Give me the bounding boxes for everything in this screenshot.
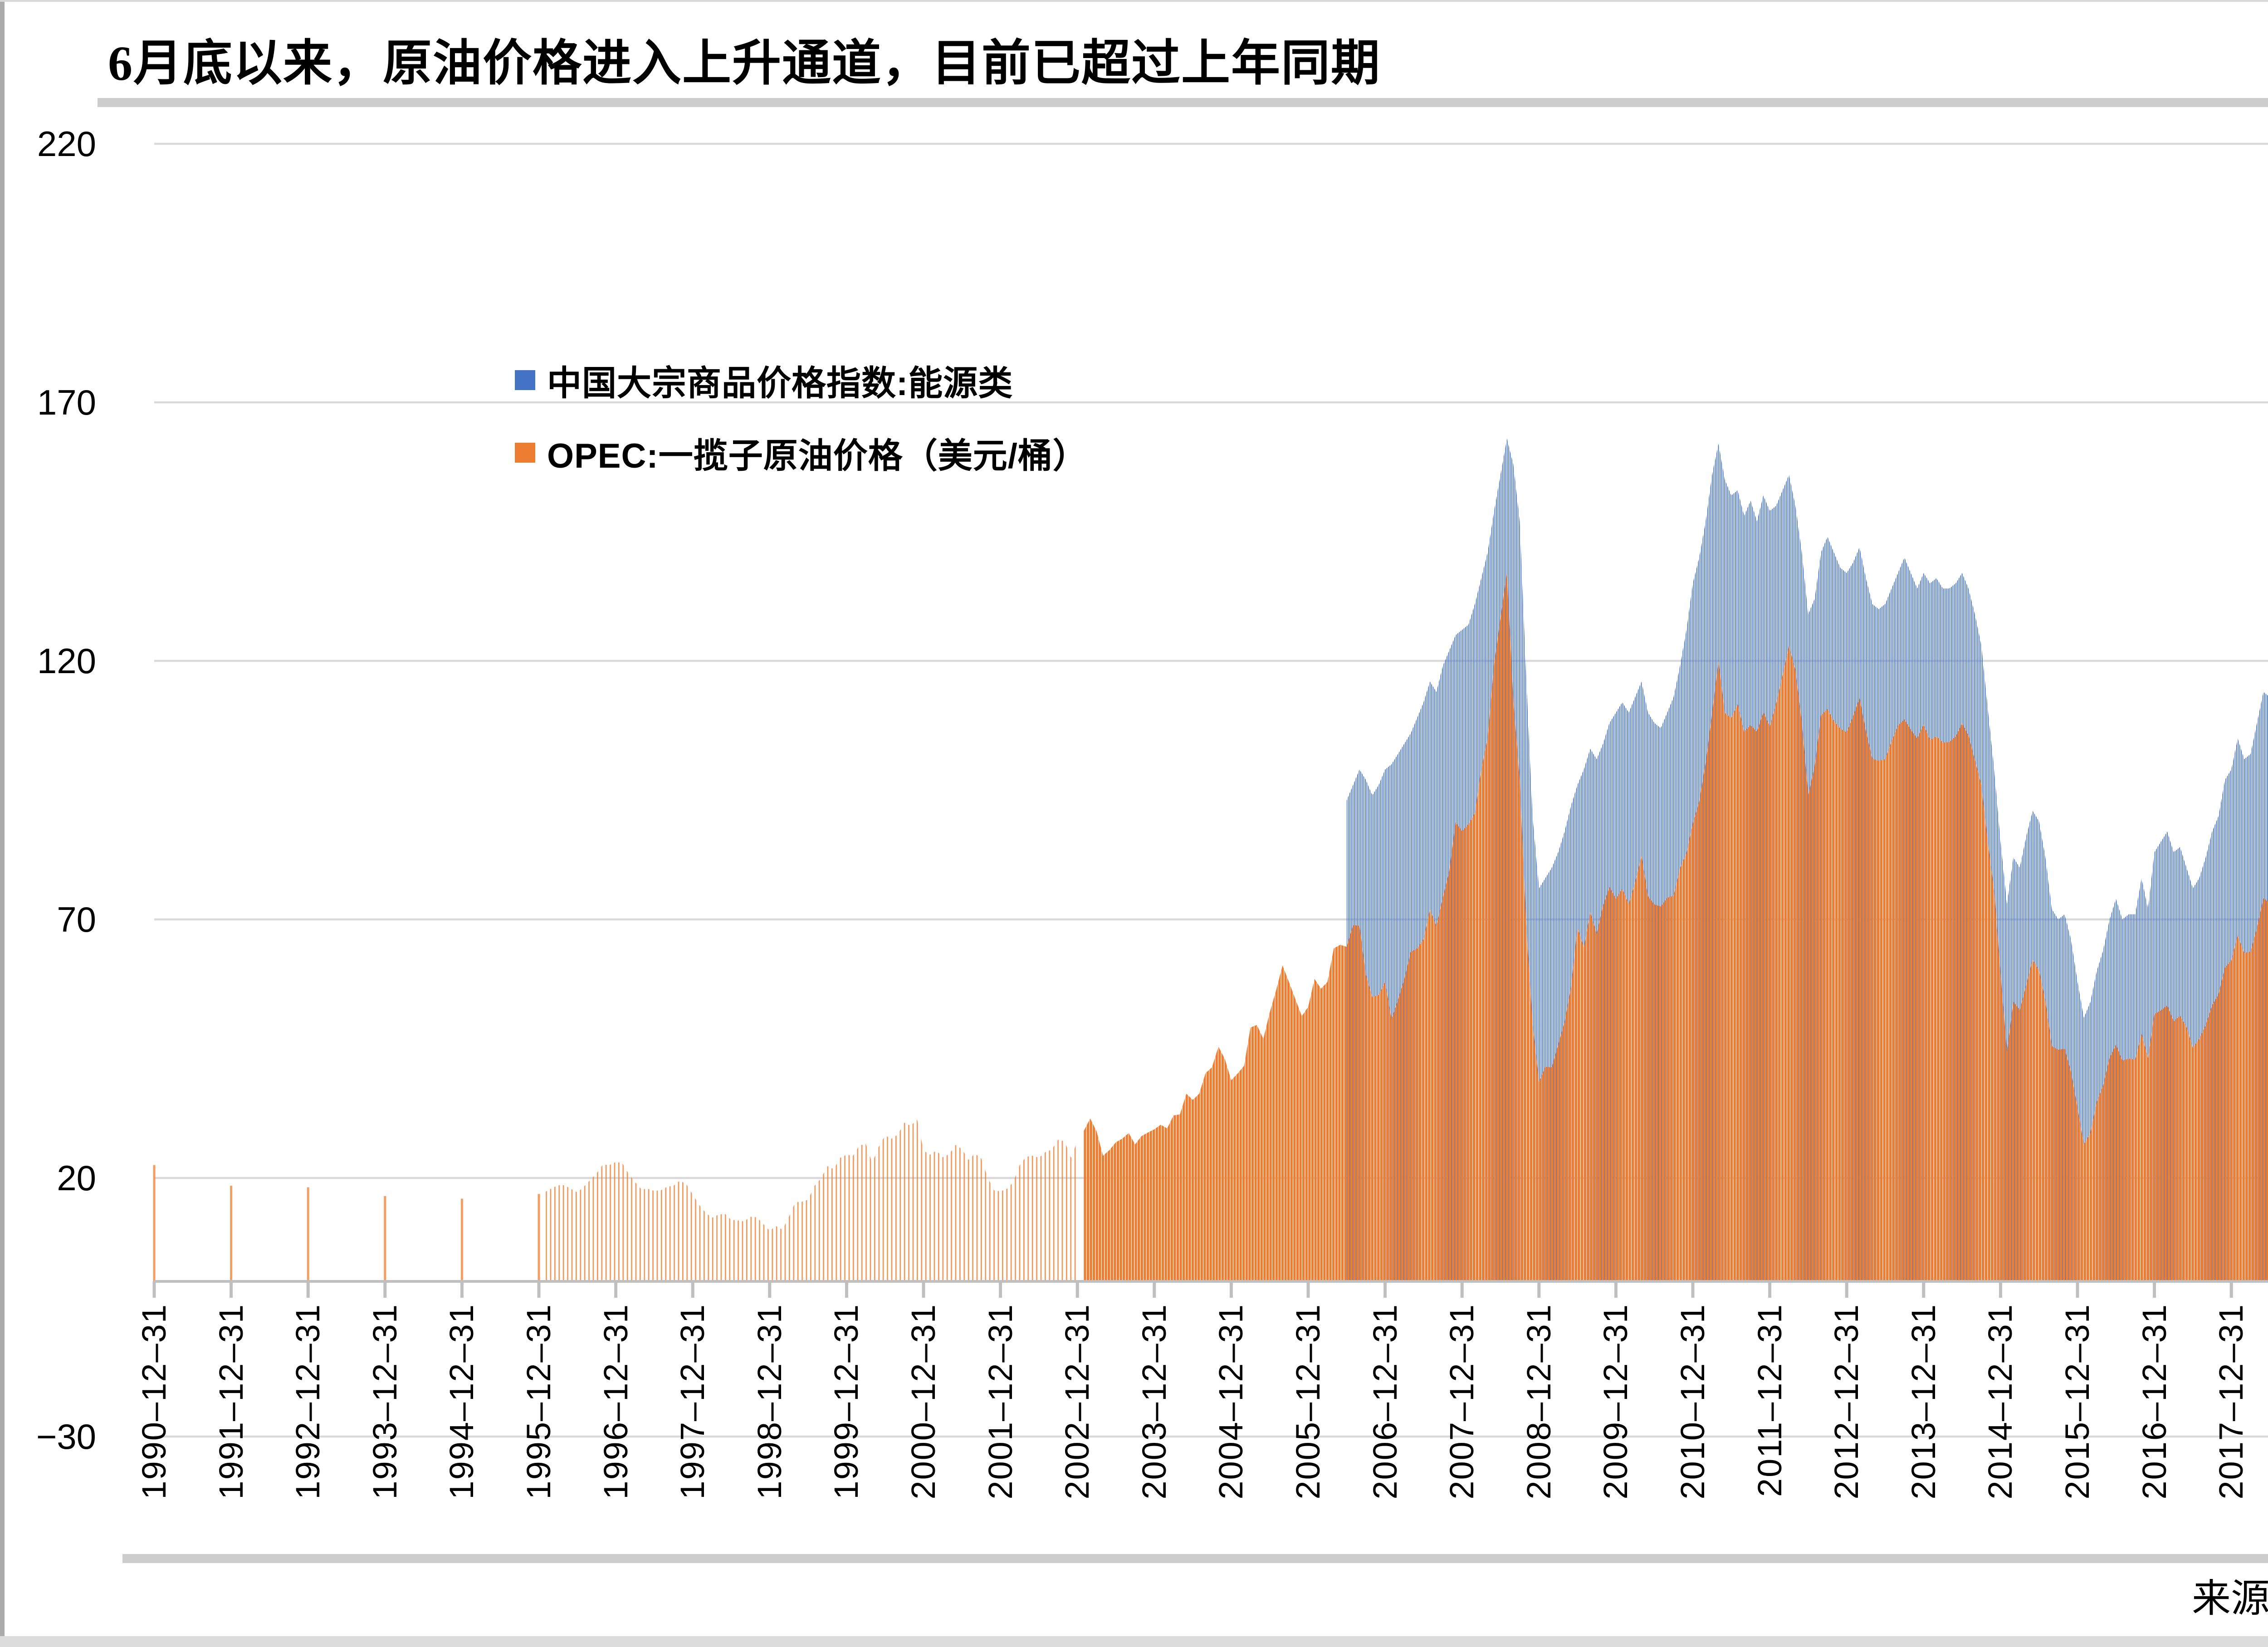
x-tick-label: 2011–12–31 xyxy=(1750,1304,1789,1497)
x-tick-label: 2006–12–31 xyxy=(1366,1304,1404,1500)
x-tick-label: 2012–12–31 xyxy=(1828,1304,1866,1500)
legend-label-cci-energy: 中国大宗商品价格指数:能源类 xyxy=(547,364,1013,403)
legend-swatch-blue-icon xyxy=(515,370,535,390)
legend-item-opec: OPEC:一揽子原油价格（美元/桶） xyxy=(515,431,1088,475)
x-tick-label: 1997–12–31 xyxy=(674,1304,712,1500)
page-bottom-border xyxy=(0,1636,2268,1647)
y-tick-label: 170 xyxy=(37,382,96,422)
x-tick-label: 1999–12–31 xyxy=(827,1304,865,1500)
title-underline-rule xyxy=(98,98,2268,107)
x-tick-label: 2008–12–31 xyxy=(1520,1304,1558,1500)
x-tick-label: 2000–12–31 xyxy=(904,1304,942,1500)
x-tick-label: 1994–12–31 xyxy=(443,1304,481,1500)
y-tick-label: 120 xyxy=(37,641,96,681)
y-tick-label: 220 xyxy=(37,124,96,164)
page-left-border xyxy=(0,0,5,1647)
x-tick-label: 1996–12–31 xyxy=(596,1304,635,1500)
x-tick-label: 1991–12–31 xyxy=(212,1304,250,1500)
x-tick-label: 2003–12–31 xyxy=(1135,1304,1173,1500)
x-tick-label: 2002–12–31 xyxy=(1058,1304,1096,1500)
y-tick-label: −30 xyxy=(36,1417,96,1456)
x-tick-label: 2013–12–31 xyxy=(1904,1304,1942,1500)
x-tick-label: 2017–12–31 xyxy=(2212,1304,2250,1500)
x-tick-label: 1993–12–31 xyxy=(366,1304,404,1500)
chart-legend: 中国大宗商品价格指数:能源类 OPEC:一揽子原油价格（美元/桶） xyxy=(515,358,1088,503)
x-tick-label: 2016–12–31 xyxy=(2135,1304,2173,1500)
x-tick-label: 1992–12–31 xyxy=(289,1304,327,1500)
x-tick-label: 1998–12–31 xyxy=(750,1304,788,1500)
x-tick-label: 2009–12–31 xyxy=(1597,1304,1635,1500)
source-credit: 来源：WIND、界面商学院 xyxy=(2191,1577,2268,1620)
x-tick-label: 2005–12–31 xyxy=(1289,1304,1327,1500)
y-tick-label: 70 xyxy=(57,899,96,939)
x-tick-label: 1995–12–31 xyxy=(520,1304,557,1500)
x-tick-label: 2004–12–31 xyxy=(1212,1304,1250,1500)
x-tick-label: 1990–12–31 xyxy=(135,1304,173,1500)
page-top-border xyxy=(0,0,2268,2)
y-tick-label: 20 xyxy=(57,1158,96,1198)
x-tick-label: 2015–12–31 xyxy=(2058,1304,2096,1500)
x-tick-label: 2014–12–31 xyxy=(1981,1304,2019,1500)
legend-item-cci-energy: 中国大宗商品价格指数:能源类 xyxy=(515,358,1088,403)
x-tick-label: 2007–12–31 xyxy=(1443,1304,1481,1500)
legend-label-opec: OPEC:一揽子原油价格（美元/桶） xyxy=(547,437,1088,475)
x-tick-label: 2010–12–31 xyxy=(1674,1304,1711,1500)
legend-swatch-orange-icon xyxy=(515,443,535,463)
chart-bottom-rule xyxy=(122,1554,2268,1563)
chart-title: 6月底以来，原油价格进入上升通道，目前已超过上年同期 xyxy=(108,37,1381,91)
x-tick-label: 2001–12–31 xyxy=(981,1304,1019,1500)
